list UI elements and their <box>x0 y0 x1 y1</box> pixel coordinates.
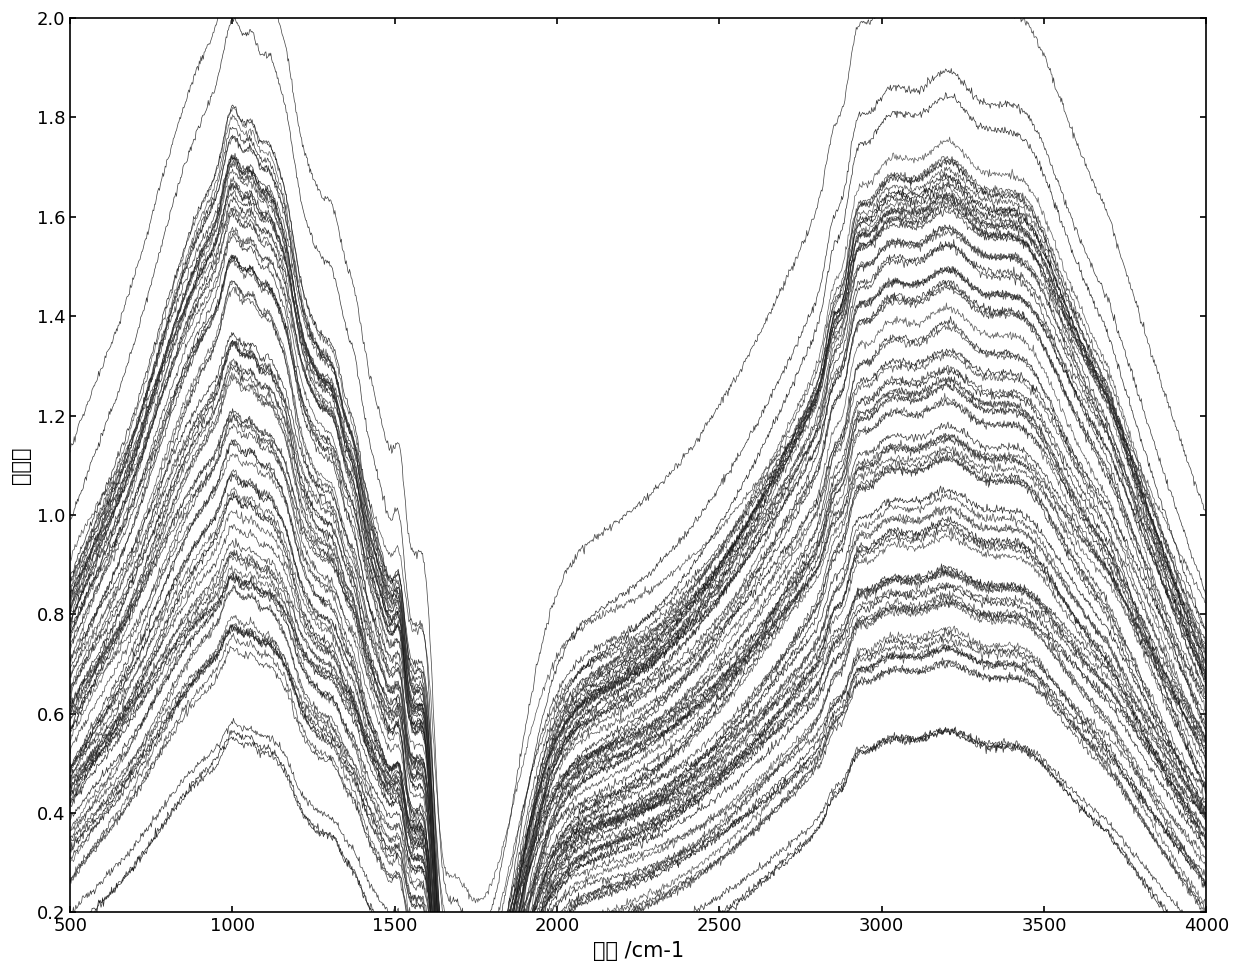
X-axis label: 波数 /cm-1: 波数 /cm-1 <box>593 941 683 961</box>
Y-axis label: 吸光度: 吸光度 <box>11 446 31 484</box>
